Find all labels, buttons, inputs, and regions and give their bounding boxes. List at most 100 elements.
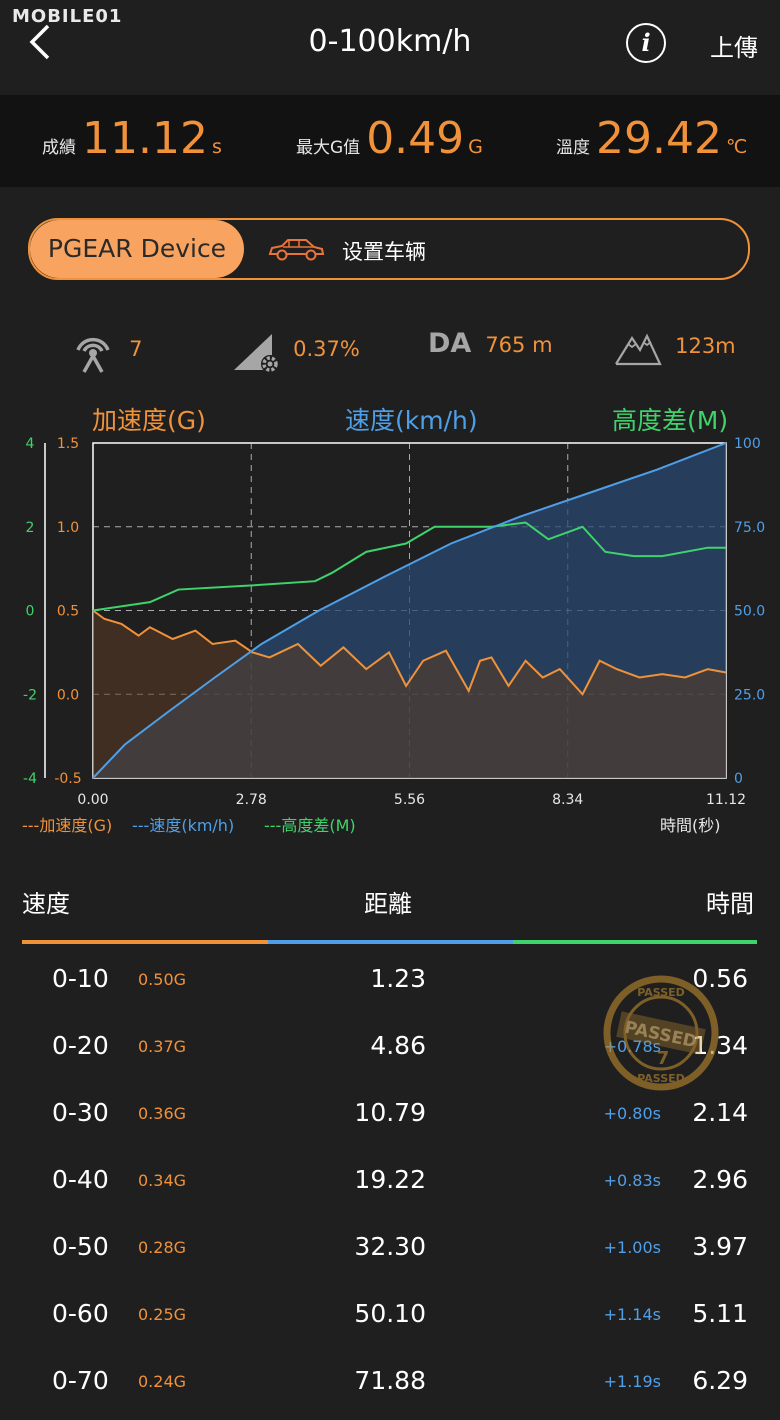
time-value: 2.14 [692,1098,748,1127]
car-icon[interactable] [266,237,326,263]
altitude-series-line [92,521,726,612]
g-value: 0.28G [138,1238,187,1257]
passed-stamp-icon: PASSED 7 PASSED PASSED [603,975,719,1091]
split-table: 速度 距離 時間 0-10 0.50G 1.23 0.56 0-20 0.37G 4.86 +… [0,850,780,1420]
legend-altitude: ---高度差(M) [264,816,356,835]
chart-plot: 1.5 1.0 0.5 0.0 -0.5 4 2 0 -2 -4 100 75.0 50.0 25.0 0 0… [23,436,765,808]
accel-tick-label: 0.0 [57,687,79,703]
distance-value: 71.88 [354,1366,426,1395]
temperature-value: 29.42 [596,113,722,164]
slope-gear-icon [234,334,279,373]
accel-tick-label: 1.0 [57,520,79,536]
distance-underline [268,940,513,944]
svg-text:PASSED: PASSED [637,986,685,999]
time-value: 0.56 [692,964,748,993]
speed-range: 0-70 [52,1366,109,1395]
distance-value: 10.79 [354,1098,426,1127]
distance-value: 4.86 [370,1031,426,1060]
time-delta: +1.19s [603,1372,661,1391]
upload-button[interactable]: 上傳 [710,34,758,62]
g-value: 0.36G [138,1104,187,1123]
set-vehicle-label[interactable]: 设置车辆 [342,240,426,264]
speed-tick-label: 75.0 [734,520,765,536]
distance-value: 19.22 [354,1165,426,1194]
x-tick-label: 5.56 [394,792,425,808]
g-value: 0.34G [138,1171,187,1190]
speed-underline [22,940,268,944]
speed-range: 0-60 [52,1299,109,1328]
back-button[interactable] [22,22,62,62]
slope-sensor: 0.37% [232,328,360,374]
g-value: 0.24G [138,1372,187,1391]
altitude-tick-label: -2 [23,687,37,703]
da-label: DA [428,328,472,359]
max-g-unit: G [468,136,483,158]
speed-range: 0-50 [52,1232,109,1261]
accel-tick-label: -0.5 [54,771,81,787]
score-unit: s [211,136,222,158]
accel-axis-title: 加速度(G) [92,406,206,435]
accel-series-line [92,609,727,696]
satellite-count: 7 [129,336,143,361]
speed-range: 0-10 [52,964,109,993]
speed-tick-label: 50.0 [734,604,765,620]
col-time-header: 時間 [706,890,754,918]
col-distance-header: 距離 [364,890,412,918]
speed-axis-title: 速度(km/h) [345,406,478,435]
svg-text:7: 7 [657,1048,670,1069]
time-delta: +0.78s [603,1037,661,1056]
distance-value: 1.23 [370,964,426,993]
mountain-icon [615,333,662,366]
back-arrow-icon [29,24,50,60]
distance-value: 50.10 [354,1299,426,1328]
nav-bar: MOBILE01 0-100km/h i 上傳 [0,0,780,95]
accel-tick-label: 1.5 [57,436,79,452]
slope-value: 0.37% [293,336,360,361]
summary-stats: 成績 11.12 s 最大G值 0.49 G 溫度 29.42 ℃ [0,95,780,187]
info-icon[interactable]: i [626,23,666,63]
table-row: 0-30 0.36G 10.79 +0.80s 2.14 [0,1080,780,1147]
speed-range: 0-20 [52,1031,109,1060]
max-g-stat: 最大G值 0.49 G [296,113,483,164]
speed-tick-label: 25.0 [734,687,765,703]
altitude-tick-label: 4 [26,436,35,452]
g-value: 0.50G [138,970,187,989]
time-value: 5.11 [692,1299,748,1328]
speed-series-line [92,442,727,779]
x-tick-label: 2.78 [236,792,267,808]
g-value: 0.37G [138,1037,187,1056]
pgear-device-tab[interactable]: PGEAR Device [30,220,244,278]
elevation-sensor: 123m [614,328,736,368]
watermark: MOBILE01 [12,6,123,27]
score-value: 11.12 [82,113,208,164]
x-tick-label: 8.34 [552,792,583,808]
distance-value: 32.30 [354,1232,426,1261]
sensor-readouts: 7 0.37% DA 765 m 123m [0,318,780,378]
satellite-signal-icon [76,337,110,373]
time-value: 3.97 [692,1232,748,1261]
page-title: 0-100km/h [308,24,472,59]
legend-accel: ---加速度(G) [22,816,113,835]
elevation-value: 123m [675,333,736,358]
temperature-label: 溫度 [556,138,590,158]
max-g-value: 0.49 [366,113,465,164]
altitude-tick-label: -4 [23,771,37,787]
x-axis-label: 時間(秒) [660,816,721,835]
acceleration-chart: 加速度(G) 速度(km/h) 高度差(M) 1.5 1.0 0.5 0.0 -0.5 4… [0,395,780,845]
da-value: 765 m [485,333,553,357]
temperature-stat: 溫度 29.42 ℃ [556,113,747,164]
device-vehicle-toggle: PGEAR Device 设置车辆 [28,218,750,280]
x-tick-label: 0.00 [77,792,108,808]
temperature-unit: ℃ [725,136,748,158]
table-row: 0-50 0.28G 32.30 +1.00s 3.97 [0,1214,780,1281]
max-g-label: 最大G值 [296,138,361,158]
table-row: 0-70 0.24G 71.88 +1.19s 6.29 [0,1348,780,1415]
legend-speed: ---速度(km/h) [132,816,235,835]
time-value: 2.96 [692,1165,748,1194]
table-row: 0-20 0.37G 4.86 +0.78s 1.34 [0,1013,780,1080]
speed-range: 0-30 [52,1098,109,1127]
time-delta: +0.80s [603,1104,661,1123]
speed-range: 0-40 [52,1165,109,1194]
altitude-axis-title: 高度差(M) [612,406,729,435]
table-row: 0-10 0.50G 1.23 0.56 [0,946,780,1013]
